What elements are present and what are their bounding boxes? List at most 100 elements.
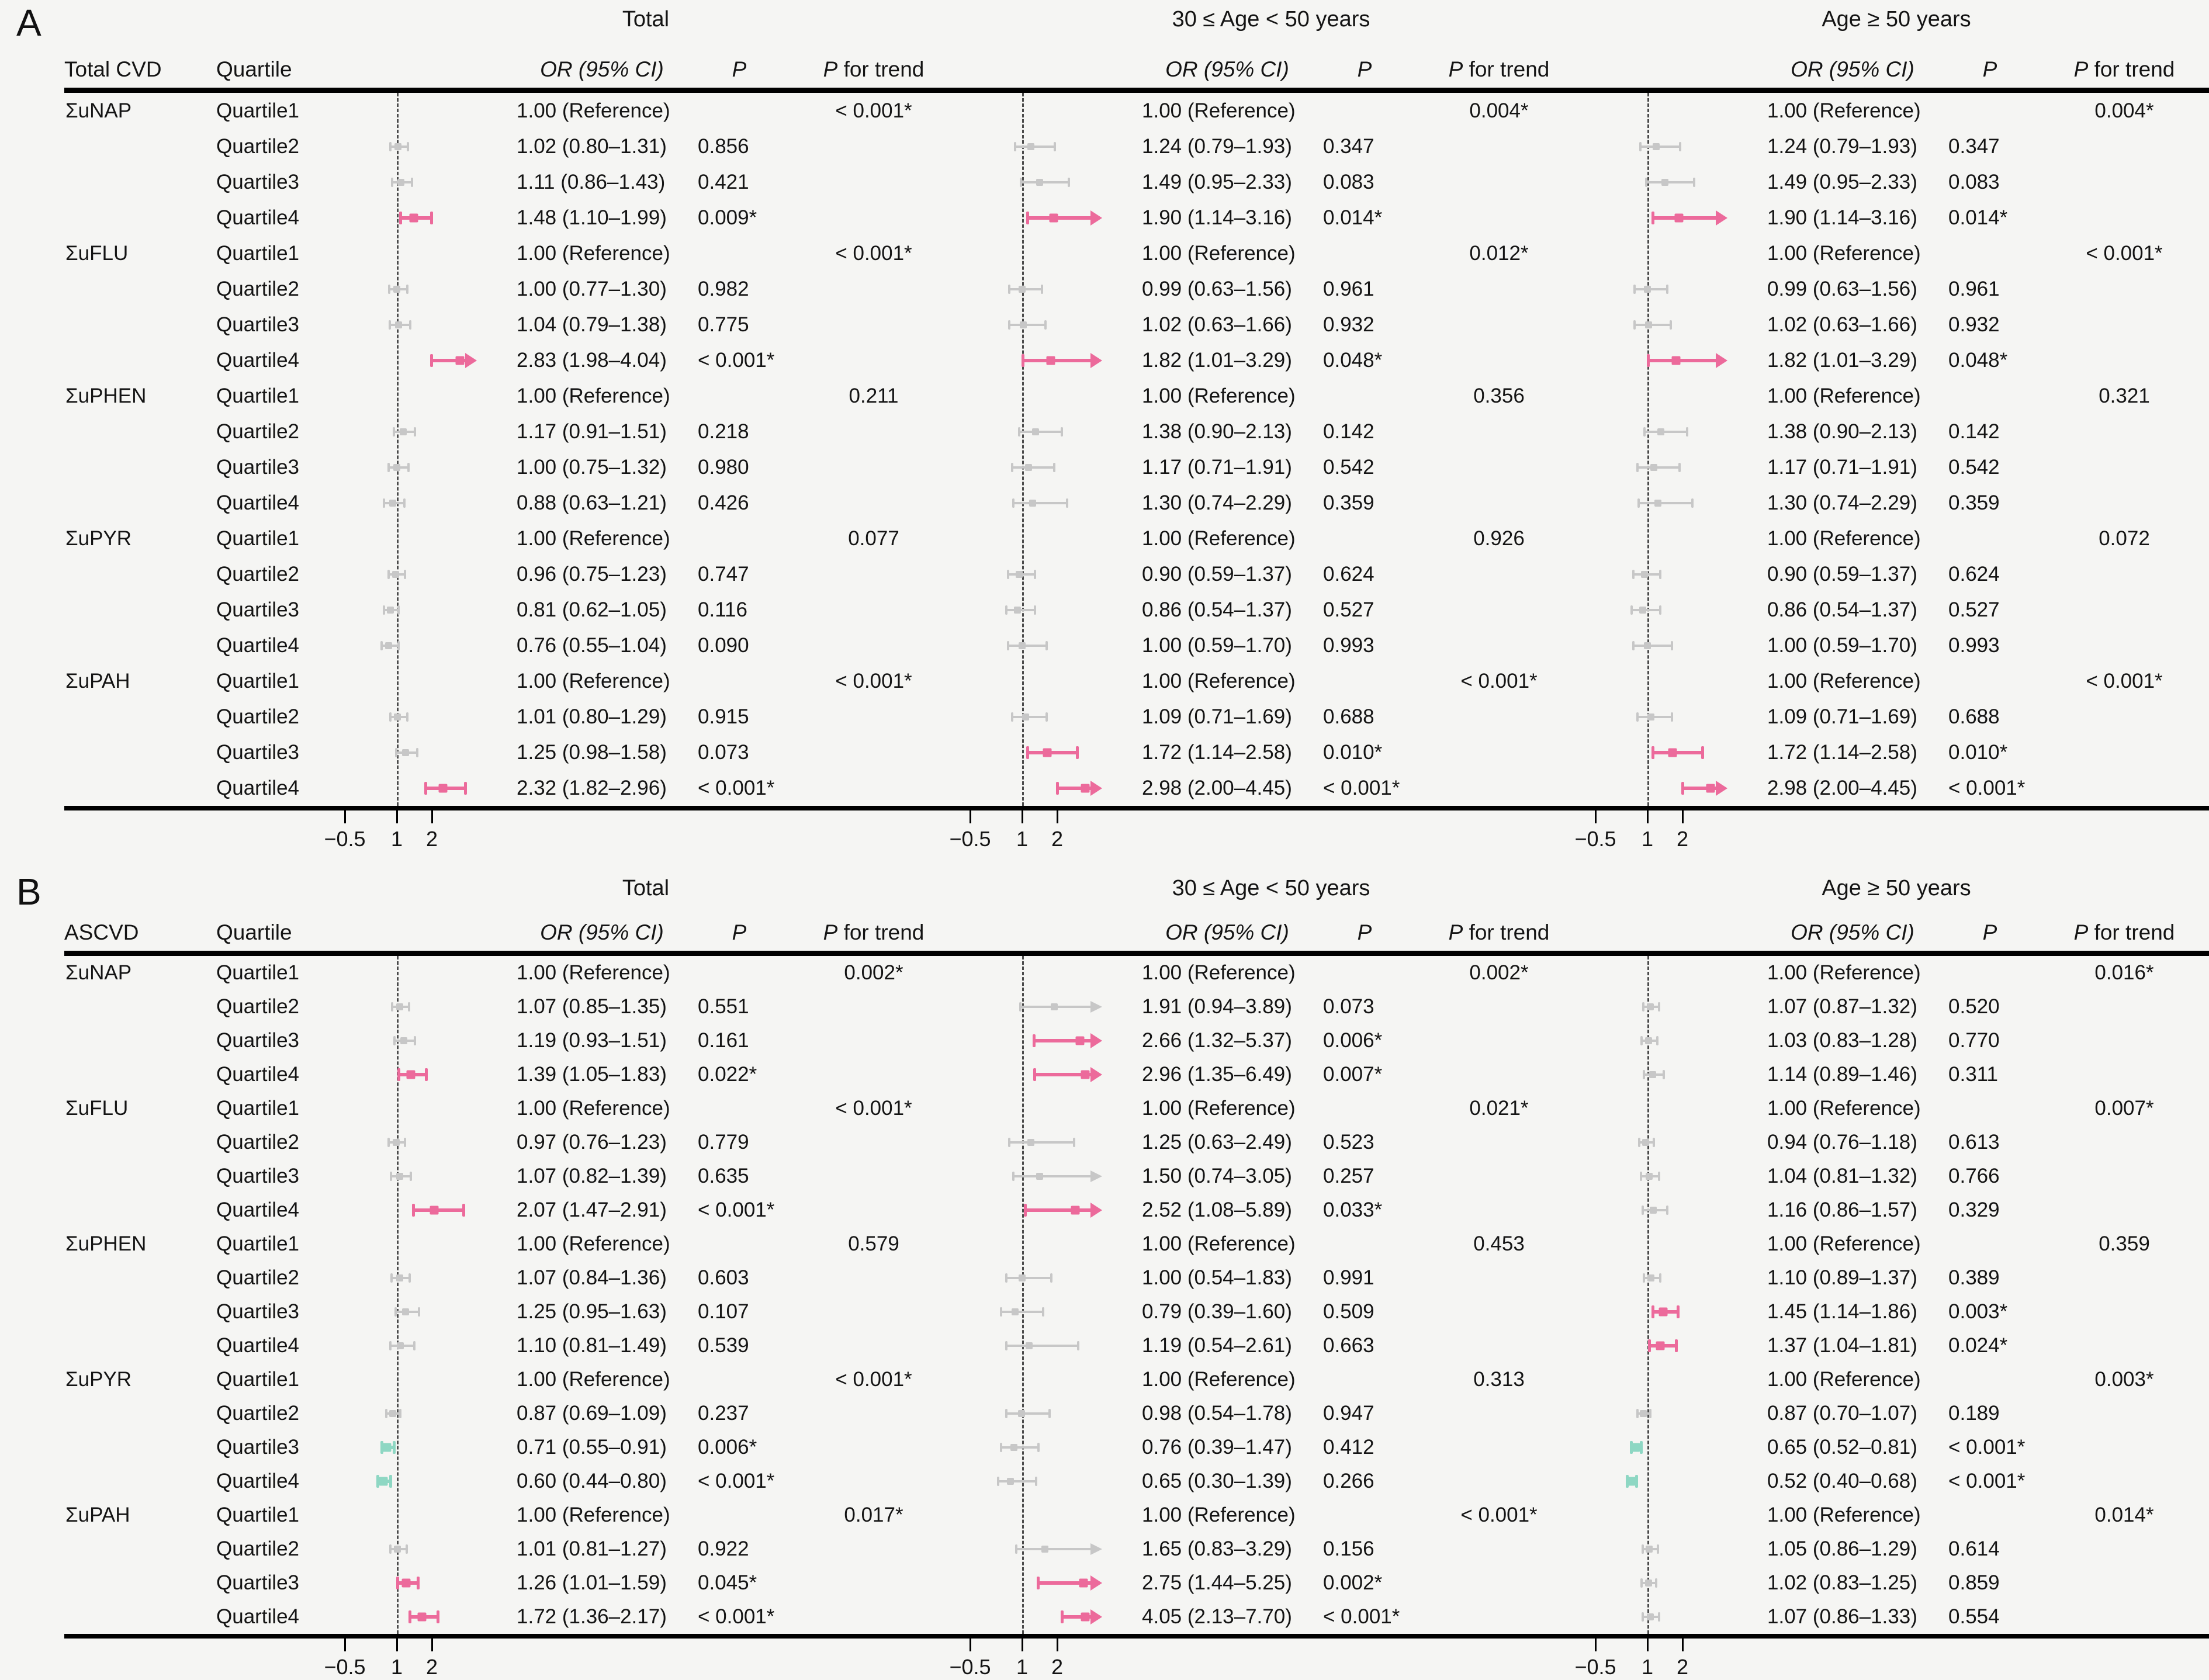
or-ci-value: 1.07 (0.84–1.36) (517, 1266, 667, 1289)
or-point (406, 1070, 416, 1079)
p-value: 0.624 (1948, 562, 2000, 586)
or-point (1646, 1173, 1653, 1180)
or-ci-value: 1.17 (0.91–1.51) (517, 420, 667, 443)
p-value: 0.915 (698, 705, 749, 728)
forest-cell (1584, 1193, 1765, 1227)
p-value: 0.542 (1323, 455, 1374, 479)
ci-cap-low (1015, 1544, 1017, 1554)
or-point (1646, 1546, 1653, 1553)
or-ci-value: 1.17 (0.71–1.91) (1767, 455, 1917, 479)
forest-cell (958, 592, 1140, 628)
or-ci-value: 0.99 (0.63–1.56) (1142, 277, 1292, 300)
forest-cell (1584, 200, 1765, 235)
p-value: 0.520 (1948, 995, 2000, 1018)
or-point (1644, 285, 1651, 293)
or-ci-value: 1.00 (Reference) (1142, 384, 1296, 407)
or-ci-value: 1.30 (0.74–2.29) (1767, 491, 1917, 514)
or-ci-value: 1.07 (0.87–1.32) (1767, 995, 1917, 1018)
or-ci-value: 1.19 (0.93–1.51) (517, 1029, 667, 1052)
or-point (1036, 1173, 1043, 1180)
p-value: 0.218 (698, 420, 749, 443)
forest-cell (333, 1295, 514, 1329)
p-for-trend-value: < 0.001* (2086, 241, 2163, 265)
quartile-label: Quartile3 (216, 170, 300, 193)
ci-cap-low (1012, 1172, 1015, 1181)
ci-cap-high (1666, 1206, 1668, 1215)
forest-cell (333, 378, 514, 414)
forest-cell (958, 990, 1140, 1024)
axis-tick-label: 2 (1051, 827, 1064, 851)
or-point (1081, 1070, 1090, 1079)
ci-cap-low (1026, 211, 1029, 224)
forest-cell (1584, 956, 1765, 990)
ci-line (1648, 358, 1717, 362)
ci-cap-low (1008, 284, 1010, 294)
forest-cell (958, 414, 1140, 449)
ci-cap-high (464, 781, 467, 795)
or-point (1647, 1274, 1654, 1281)
or-ci-value: 1.90 (1.14–3.16) (1767, 206, 1917, 229)
ci-cap-high (414, 1036, 416, 1045)
or-point (1046, 356, 1055, 365)
ci-cap-high (406, 1544, 408, 1554)
ci-line (1012, 715, 1047, 718)
subgroup-title: Age ≥ 50 years (1822, 876, 1971, 900)
axis-tick-label: −0.5 (324, 827, 366, 851)
exposure-label: ΣuPHEN (65, 384, 147, 407)
ci-line (1034, 1039, 1092, 1042)
forest-cell (333, 1566, 514, 1600)
forest-cell (1584, 1532, 1765, 1566)
p-for-trend-column-header: P for trend (789, 920, 958, 945)
or-ci-value: 1.39 (1.05–1.83) (517, 1063, 667, 1086)
quartile-label: Quartile1 (216, 1232, 300, 1255)
ci-cap-high (1050, 1273, 1052, 1283)
p-for-trend-value: 0.313 (1473, 1368, 1525, 1391)
forest-cell (333, 770, 514, 806)
quartile-label: Quartile2 (216, 1402, 300, 1425)
quartile-label: Quartile4 (216, 776, 300, 799)
p-column-header: P (1982, 57, 1997, 81)
forest-cell (333, 556, 514, 592)
table-row: Quartile2 1.02 (0.80–1.31) 0.856 1.24 (0.79… (64, 129, 2209, 164)
forest-cell (958, 1566, 1140, 1600)
p-value: < 0.001* (1948, 776, 2026, 799)
or-ci-value: 1.25 (0.95–1.63) (517, 1300, 667, 1323)
or-point (1079, 1578, 1088, 1588)
p-for-trend-value: 0.012* (1469, 241, 1529, 265)
or-ci-value: 1.00 (Reference) (1142, 1368, 1296, 1391)
p-value: 0.142 (1948, 420, 2000, 443)
table-row: Quartile3 0.71 (0.55–0.91) 0.006* 0.76 (0.3… (64, 1430, 2209, 1464)
or-ci-value: 1.04 (0.81–1.32) (1767, 1165, 1917, 1187)
table-row: Quartile3 1.26 (1.01–1.59) 0.045* 2.75 (1.4… (64, 1566, 2209, 1600)
forest-cell (958, 699, 1140, 735)
ci-line (1016, 1548, 1092, 1550)
or-point (417, 1612, 427, 1622)
or-point (397, 1342, 404, 1349)
or-point (1653, 143, 1660, 150)
forest-cell (333, 485, 514, 521)
or-point (1019, 642, 1026, 649)
ci-cap-high (1653, 1138, 1655, 1147)
or-ci-value: 1.00 (Reference) (517, 1097, 670, 1120)
ci-cap-high (1053, 462, 1055, 472)
table-row: Quartile4 0.76 (0.55–1.04) 0.090 1.00 (0.59… (64, 628, 2209, 663)
p-value: 0.635 (698, 1165, 749, 1187)
or-point (393, 463, 400, 471)
p-for-trend-value: 0.356 (1473, 384, 1525, 407)
or-point (387, 606, 394, 614)
ci-cap-high (1686, 427, 1688, 437)
ci-line (1027, 216, 1092, 220)
or-point (1022, 713, 1029, 721)
ci-cap-high (1670, 320, 1672, 330)
ci-cap-low (389, 712, 392, 722)
or-ci-value: 1.00 (Reference) (1767, 1504, 1921, 1526)
p-value: < 0.001* (1323, 1605, 1400, 1628)
ci-arrow-clipped (1090, 780, 1102, 796)
forest-cell (958, 1295, 1140, 1329)
axis-tick (431, 1639, 433, 1651)
or-ci-value: 2.32 (1.82–2.96) (517, 776, 667, 799)
or-ci-value: 0.99 (0.63–1.56) (1767, 277, 1917, 300)
quartile-label: Quartile2 (216, 134, 300, 158)
p-for-trend-p: P (823, 920, 838, 944)
ci-arrow-clipped (1090, 1001, 1102, 1013)
